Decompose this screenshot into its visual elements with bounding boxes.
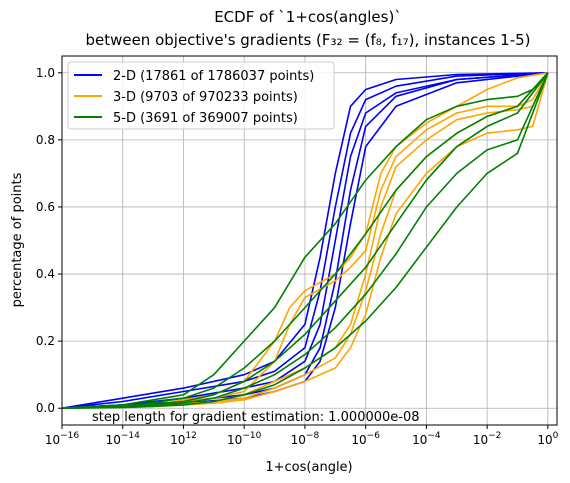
x-tick-label-7: 10−2 — [473, 431, 502, 447]
legend-label-3d: 3-D (9703 of 970233 points) — [113, 90, 298, 105]
grid-lines — [61, 56, 557, 425]
data-curves — [61, 72, 549, 409]
chart-title-line2: between objective's gradients (F₃₂ = (f₈… — [85, 31, 530, 49]
x-tick-label-5: 10−6 — [351, 431, 380, 447]
y-tick-label-2: 0.4 — [36, 267, 55, 281]
y-tick-label-5: 1.0 — [36, 66, 55, 80]
y-tick-label-3: 0.6 — [36, 200, 55, 214]
x-tick-label-6: 10−4 — [412, 431, 441, 447]
chart-title-line1: ECDF of `1+cos(angles)` — [214, 8, 402, 26]
series-1-curve-1 — [61, 72, 549, 409]
x-tick-label-4: 10−8 — [291, 431, 320, 447]
series-2-curve-4 — [61, 72, 549, 409]
x-tick-label-2: 1012 — [170, 431, 197, 447]
x-tick-label-3: 10−10 — [227, 431, 262, 447]
series-2-curve-1 — [61, 72, 549, 409]
y-tick-label-4: 0.8 — [36, 133, 55, 147]
series-0-curve-0 — [61, 72, 548, 409]
x-axis-label: 1+cos(angle) — [265, 460, 352, 475]
series-2-curve-0 — [61, 72, 549, 409]
y-tick-label-0: 0.0 — [36, 401, 55, 415]
plot-frame — [61, 55, 558, 426]
series-2-curve-3 — [61, 72, 549, 409]
series-2-curve-2 — [61, 72, 549, 409]
legend-label-2d: 2-D (17861 of 1786037 points) — [113, 69, 314, 84]
legend: 2-D (17861 of 1786037 points) 3-D (9703 … — [67, 61, 335, 130]
legend-box — [67, 61, 335, 130]
y-axis-label: percentage of points — [10, 172, 25, 307]
x-tick-label-1: 10−14 — [106, 431, 141, 447]
series-1-curve-4 — [61, 72, 549, 409]
axis-ticks: 10−16 10−14 1012 10−10 10−8 10−6 10−4 10−2 100 0.… — [36, 66, 559, 447]
y-tick-label-1: 0.2 — [36, 334, 55, 348]
x-tick-label-0: 10−16 — [45, 431, 80, 447]
x-tick-label-8: 100 — [537, 431, 558, 447]
legend-label-5d: 5-D (3691 of 369007 points) — [113, 111, 298, 126]
step-length-annotation: step length for gradient estimation: 1.0… — [92, 410, 420, 425]
